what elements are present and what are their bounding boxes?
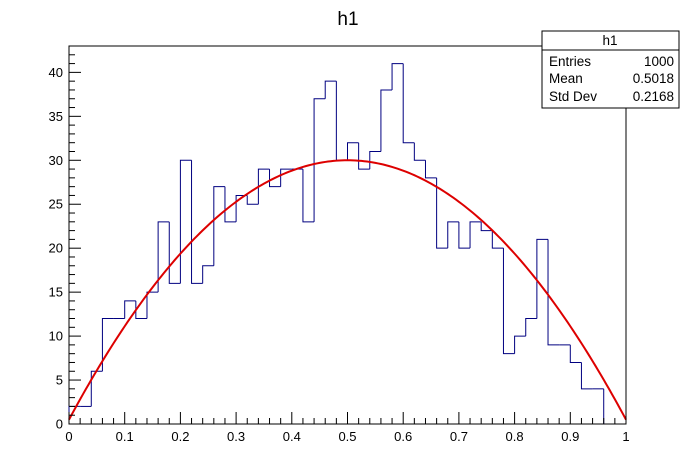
- y-tick-label: 40: [49, 65, 63, 80]
- histogram-bin: [358, 142, 370, 170]
- fit-curve: [68, 159, 627, 421]
- y-tick-label: 20: [49, 241, 63, 256]
- histogram-bin: [168, 221, 181, 284]
- stats-box: h1 Entries 1000 Mean 0.5018 Std Dev 0.21…: [541, 30, 680, 109]
- stats-entries-value: 1000: [644, 54, 674, 69]
- x-tick-label: 1: [622, 429, 629, 444]
- y-tick-label: 0: [56, 417, 63, 432]
- chart-title: h1: [337, 9, 358, 30]
- x-tick-label: 0.3: [227, 429, 245, 444]
- histogram-bin: [447, 221, 459, 249]
- histogram-bin: [179, 159, 192, 284]
- histogram-bin: [536, 238, 549, 319]
- histogram-bin: [246, 195, 259, 205]
- stats-stddev-label: Std Dev: [549, 89, 597, 104]
- stats-entries-label: Entries: [549, 54, 591, 69]
- histogram-bin: [191, 160, 203, 284]
- histogram-bin: [480, 221, 493, 232]
- x-tick-label: 0.8: [506, 429, 524, 444]
- y-tick-label: 25: [49, 197, 63, 212]
- x-tick-label: 0.6: [394, 429, 412, 444]
- histogram-bin: [514, 335, 526, 354]
- fit-curve-group: [68, 159, 627, 421]
- histogram-bin: [157, 221, 170, 293]
- histogram-bin: [469, 221, 482, 249]
- x-tick-label: 0.9: [561, 429, 579, 444]
- histogram-bin: [547, 239, 560, 346]
- histogram-bin: [402, 63, 415, 144]
- stats-mean-value: 0.5018: [633, 71, 674, 86]
- histogram: [68, 63, 605, 424]
- histogram-bin: [257, 168, 270, 205]
- x-tick-label: 0.5: [338, 429, 356, 444]
- histogram-bin: [280, 168, 292, 187]
- histogram-bin: [569, 344, 582, 363]
- histogram-bin: [124, 300, 136, 319]
- histogram-bin: [525, 318, 537, 337]
- x-tick-label: 0.4: [283, 429, 301, 444]
- histogram-bin: [491, 230, 504, 249]
- histogram-bin: [269, 169, 281, 188]
- histogram-bin: [436, 177, 448, 249]
- histogram-bin: [135, 300, 147, 320]
- y-tick-label: 10: [49, 329, 63, 344]
- histogram-bin: [224, 186, 237, 223]
- stats-mean-label: Mean: [549, 71, 583, 86]
- y-tick-label: 35: [49, 109, 63, 124]
- stats-box-frame: [541, 30, 680, 109]
- histogram-bin: [202, 265, 214, 284]
- y-tick-label: 30: [49, 153, 63, 168]
- histogram-bin: [391, 63, 404, 90]
- histogram-bin: [380, 89, 393, 152]
- x-tick-label: 0: [65, 429, 72, 444]
- histogram-bin: [580, 362, 593, 390]
- histogram-bin: [324, 80, 337, 99]
- x-tick-label: 0.2: [171, 429, 189, 444]
- histogram-bin: [313, 98, 326, 222]
- histogram-bin: [413, 142, 426, 161]
- histogram-bin: [369, 150, 381, 170]
- histogram-bin: [90, 370, 103, 407]
- stats-stddev-value: 0.2168: [633, 89, 674, 104]
- x-tick-label: 0.7: [450, 429, 468, 444]
- histogram-bin: [101, 318, 114, 372]
- y-tick-label: 15: [49, 285, 63, 300]
- y-tick-label: 5: [56, 373, 63, 388]
- y-axis: 0 5 10 15 20 25 30 35 40: [49, 45, 81, 432]
- x-axis: 0 0.1 0.2 0.3 0.4 0.5 0.6 0.7 0.8 0.9 1: [65, 412, 630, 444]
- histogram-bin: [213, 186, 225, 266]
- stats-box-title: h1: [602, 33, 617, 48]
- histogram-bin: [146, 291, 159, 319]
- histogram-bin: [347, 142, 359, 161]
- histogram-bin: [458, 221, 471, 249]
- histogram-bin: [424, 160, 437, 179]
- histogram-bin: [302, 169, 315, 223]
- histogram-bin: [502, 248, 515, 355]
- x-tick-label: 0.1: [116, 429, 134, 444]
